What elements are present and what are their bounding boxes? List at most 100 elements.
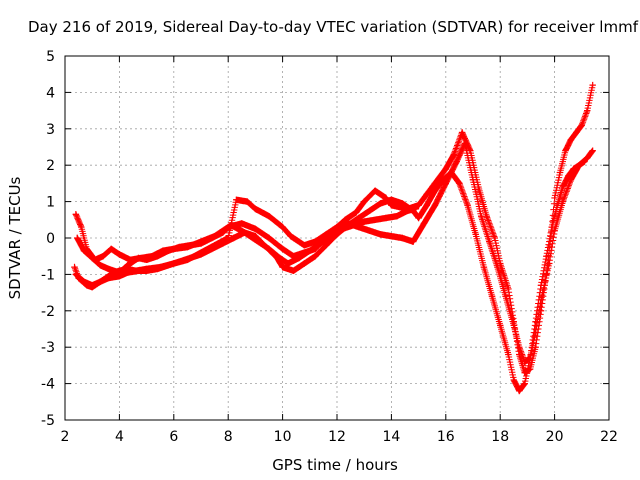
- grid-lines: [65, 56, 609, 420]
- x-tick-label: 4: [115, 429, 124, 445]
- data-point: [284, 260, 292, 267]
- data-point: [279, 245, 286, 253]
- y-tick-label: -3: [41, 340, 55, 356]
- data-point: [279, 263, 286, 271]
- data-point: [165, 247, 172, 254]
- x-axis-label: GPS time / hours: [272, 456, 398, 474]
- data-point: [589, 147, 596, 154]
- data-point: [265, 212, 273, 220]
- data-point: [453, 158, 460, 165]
- data-point: [491, 234, 498, 242]
- x-tick-label: 18: [491, 429, 509, 445]
- data-points: [71, 81, 596, 395]
- x-tick-label: 10: [274, 429, 292, 445]
- y-tick-label: 4: [46, 85, 55, 101]
- data-point: [521, 358, 528, 365]
- data-point: [252, 205, 259, 213]
- x-tick-label: 16: [437, 429, 455, 445]
- data-point: [306, 247, 313, 254]
- data-point: [439, 176, 447, 183]
- y-tick-label: 0: [46, 231, 55, 247]
- y-tick-label: 5: [46, 49, 55, 65]
- data-point: [388, 196, 395, 203]
- data-point: [554, 202, 561, 209]
- data-point: [575, 162, 583, 169]
- data-point: [143, 267, 150, 274]
- data-point: [366, 227, 373, 234]
- data-point: [116, 251, 123, 258]
- data-point: [393, 212, 401, 220]
- data-point: [480, 263, 488, 271]
- data-point: [461, 140, 469, 147]
- y-tick-label: -2: [41, 304, 55, 320]
- data-point: [450, 151, 458, 158]
- x-tick-label: 12: [328, 429, 346, 445]
- data-point: [301, 242, 308, 249]
- series-line: [72, 158, 588, 395]
- data-point: [399, 234, 406, 242]
- data-point: [186, 254, 194, 262]
- data-point: [361, 218, 368, 225]
- data-point: [322, 242, 330, 249]
- data-point: [124, 269, 131, 276]
- data-point: [97, 262, 104, 269]
- data-point: [219, 229, 226, 236]
- data-point: [97, 278, 104, 285]
- data-point: [227, 222, 235, 229]
- data-point: [412, 205, 420, 213]
- series-3: [72, 158, 588, 395]
- data-point: [230, 234, 237, 242]
- data-point: [458, 129, 466, 136]
- data-point: [420, 220, 428, 227]
- y-tick-label: 2: [46, 158, 55, 174]
- data-point: [276, 254, 284, 262]
- data-point: [472, 231, 479, 238]
- data-point: [350, 222, 357, 229]
- data-point: [377, 200, 384, 207]
- data-point: [279, 223, 286, 231]
- x-tick-label: 2: [61, 429, 70, 445]
- data-point: [545, 260, 553, 267]
- data-point: [80, 247, 88, 254]
- data-point: [556, 169, 564, 176]
- data-point: [431, 202, 439, 209]
- data-point: [135, 254, 142, 262]
- data-point: [176, 243, 183, 251]
- data-point: [352, 209, 360, 216]
- y-axis-label: SDTVAR / TECUs: [6, 176, 24, 299]
- data-point: [312, 238, 319, 245]
- data-point: [361, 198, 368, 205]
- data-point: [99, 253, 107, 260]
- data-point: [423, 191, 430, 198]
- data-point: [510, 322, 517, 329]
- data-point: [287, 232, 294, 240]
- data-point: [543, 253, 550, 260]
- y-tick-label: -5: [41, 413, 55, 429]
- data-point: [80, 278, 88, 285]
- data-point: [244, 198, 251, 205]
- data-point: [154, 265, 161, 273]
- data-point: [532, 318, 539, 325]
- data-point: [154, 253, 161, 260]
- data-point: [252, 236, 259, 244]
- data-point: [423, 202, 430, 209]
- data-point: [208, 234, 216, 242]
- data-point: [548, 223, 556, 231]
- data-point: [559, 183, 566, 191]
- data-point: [589, 81, 596, 89]
- data-point: [371, 187, 379, 194]
- data-point: [72, 211, 80, 218]
- data-point: [516, 344, 523, 351]
- data-point: [265, 245, 273, 253]
- data-point: [219, 240, 226, 247]
- data-point: [448, 169, 455, 176]
- series-4: [74, 205, 420, 276]
- data-point: [290, 267, 297, 274]
- data-point: [431, 180, 439, 187]
- y-tick-label: 3: [46, 122, 55, 138]
- data-point: [366, 207, 373, 214]
- data-point: [415, 202, 422, 209]
- data-point: [409, 238, 417, 245]
- data-point: [562, 147, 569, 154]
